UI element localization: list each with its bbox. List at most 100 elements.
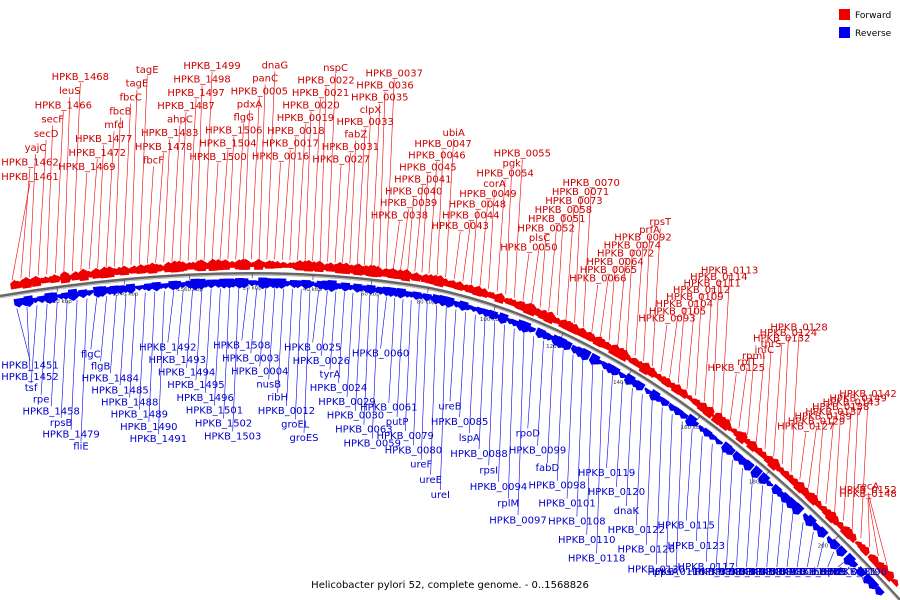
forward-gene-label: panC [252, 73, 278, 84]
label-leader [600, 276, 609, 337]
label-leader [867, 496, 879, 557]
forward-gene-label: HPKB_1497 [167, 88, 224, 99]
reverse-gene-label: HPKB_0120 [588, 487, 645, 498]
reverse-gene-label: HPKB_0123 [668, 541, 725, 552]
scale-tick-label: 160 kbp [681, 425, 704, 431]
forward-gene [31, 275, 42, 287]
reverse-gene-label: HPKB_0029 [318, 397, 375, 408]
label-leader [258, 84, 266, 260]
reverse-gene-label: ureI [431, 490, 450, 501]
reverse-gene-label: ureF [410, 460, 432, 471]
scale-tick-label: 80 kbp [417, 300, 436, 306]
label-leader [380, 296, 387, 349]
scale-tick [560, 333, 564, 338]
label-leader [396, 298, 404, 417]
reverse-gene [829, 538, 841, 550]
label-leader [421, 173, 429, 273]
reverse-gene [679, 410, 689, 419]
label-leader [729, 373, 737, 422]
forward-gene-label: HPKB_0092 [614, 233, 671, 244]
forward-gene-label: HPKB_0074 [604, 241, 661, 252]
forward-gene-label: HPKB_0149 [829, 393, 886, 404]
label-leader [825, 417, 835, 504]
forward-gene-label: HPKB_0139 [795, 412, 852, 423]
label-leader [204, 288, 212, 393]
forward-gene-label: HPKB_0152 [839, 485, 896, 496]
label-leader [496, 179, 506, 292]
label-leader [643, 235, 650, 361]
label-leader [241, 288, 249, 341]
forward-gene-label: HPKB_0048 [449, 200, 506, 211]
scale-tick [370, 279, 373, 285]
forward-gene-label: HPKB_0005 [231, 86, 288, 97]
label-leader [459, 312, 466, 418]
forward-gene-label: ahpC [167, 115, 193, 126]
label-leader [329, 291, 337, 370]
forward-gene-label: HPKB_0125 [708, 363, 765, 374]
label-leader [453, 232, 461, 280]
reverse-gene-label: HPKB_0085 [431, 417, 488, 428]
label-leader [507, 328, 515, 499]
reverse-gene-label: rpsB [50, 418, 73, 429]
label-leader [586, 364, 594, 535]
forward-gene-label: HPKB_1461 [1, 172, 58, 183]
forward-gene-label: fabZ [344, 130, 367, 141]
label-leader [591, 284, 599, 332]
label-leader [130, 89, 138, 265]
label-leader [566, 354, 574, 499]
label-leader [54, 111, 64, 274]
label-leader [608, 267, 616, 341]
label-leader [471, 210, 478, 284]
label-leader [596, 370, 603, 554]
forward-gene [798, 487, 810, 498]
forward-gene-label: HPKB_0031 [322, 142, 379, 153]
reverse-gene-label: HPKB_0167 [779, 567, 836, 578]
label-leader [40, 303, 48, 395]
forward-gene-label: fbcB [109, 106, 131, 117]
reverse-gene [304, 281, 314, 289]
label-leader [766, 494, 774, 568]
label-leader [505, 169, 513, 295]
reverse-gene [61, 291, 71, 300]
reverse-gene-label: HPKB_1479 [42, 430, 99, 441]
forward-gene-label: HPKB_0066 [569, 274, 626, 285]
forward-gene-label: recA [857, 481, 880, 492]
label-leader [400, 209, 409, 270]
label-leader [294, 289, 302, 420]
label-leader [712, 282, 720, 408]
reverse-gene [579, 347, 592, 361]
forward-gene [61, 272, 72, 282]
forward-gene [835, 521, 844, 531]
forward-gene-label: HPKB_0127 [777, 421, 834, 432]
forward-gene-label: HPKB_0111 [684, 278, 741, 289]
forward-gene-label: HPKB_0071 [552, 187, 609, 198]
label-leader [356, 128, 366, 265]
reverse-gene-track [13, 277, 885, 596]
label-leader [407, 197, 415, 271]
reverse-gene [618, 371, 628, 379]
label-leader [37, 139, 47, 276]
forward-gene-label: HPKB_0021 [292, 88, 349, 99]
label-leader [716, 451, 723, 568]
forward-gene-label: HPKB_0114 [690, 272, 747, 283]
label-leader [303, 289, 311, 433]
reverse-gene [125, 283, 136, 294]
reverse-gene [724, 444, 736, 455]
label-leader [219, 149, 229, 260]
reverse-gene [708, 431, 718, 440]
label-leader [235, 123, 245, 260]
label-leader [645, 400, 653, 545]
label-leader [404, 300, 412, 432]
label-leader [60, 300, 68, 418]
forward-gene [78, 268, 89, 282]
reverse-gene-label: HPKB_0122 [608, 525, 665, 536]
reverse-gene-label: HPKB_0116 [647, 567, 704, 578]
label-leader [807, 531, 814, 568]
reverse-gene-label: HPKB_0063 [335, 425, 392, 436]
label-leader [312, 290, 319, 343]
label-leader [736, 468, 743, 568]
forward-gene-label: HPKB_0051 [528, 214, 585, 225]
reverse-gene-label: HPKB_0181 [819, 567, 876, 578]
label-leader [808, 427, 817, 488]
reverse-gene-label: HPKB_0094 [470, 482, 527, 493]
